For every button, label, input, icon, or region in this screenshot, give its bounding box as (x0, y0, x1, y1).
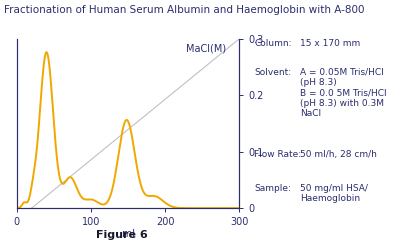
Text: Flow Rate:: Flow Rate: (254, 150, 301, 159)
X-axis label: ml: ml (121, 228, 135, 239)
Text: Fractionation of Human Serum Albumin and Haemoglobin with A-800: Fractionation of Human Serum Albumin and… (4, 5, 365, 15)
Text: A = 0.05M Tris/HCl
(pH 8.3)
B = 0.0 5M Tris/HCl
(pH 8.3) with 0.3M
NaCl: A = 0.05M Tris/HCl (pH 8.3) B = 0.0 5M T… (300, 68, 387, 118)
Text: 50 ml/h, 28 cm/h: 50 ml/h, 28 cm/h (300, 150, 377, 159)
Text: Figure 6: Figure 6 (96, 230, 148, 240)
Text: MaCl(M): MaCl(M) (186, 44, 226, 54)
Text: Column:: Column: (254, 39, 291, 48)
Text: 15 x 170 mm: 15 x 170 mm (300, 39, 360, 48)
Text: 50 mg/ml HSA/
Haemoglobin: 50 mg/ml HSA/ Haemoglobin (300, 184, 368, 203)
Text: Solvent:: Solvent: (254, 68, 291, 77)
Text: Sample:: Sample: (254, 184, 291, 193)
